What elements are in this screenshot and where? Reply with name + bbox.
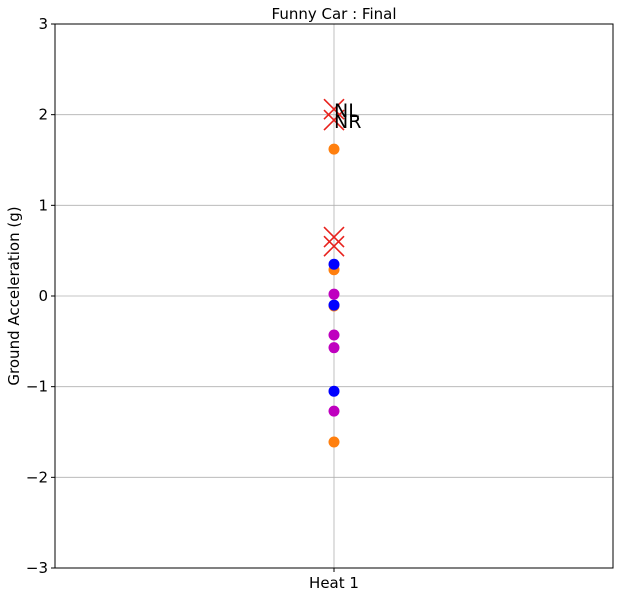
y-tick-label: −1 [26,378,48,396]
scatter-point [328,436,340,448]
x-marker-point [323,98,345,120]
y-ticks: −3 −2 −1 0 1 2 3 [26,15,55,577]
point-annotation: NL [334,100,359,122]
x-tick-label: Heat 1 [309,574,359,592]
data-points [323,98,345,448]
y-tick-label: −2 [26,468,48,486]
scatter-point [328,385,340,397]
y-tick-label: 0 [38,287,48,305]
x-marker-point [323,109,345,131]
y-tick-label: 2 [38,106,48,124]
y-tick-label: 3 [38,15,48,33]
x-marker-point [323,235,345,257]
scatter-point [328,299,340,311]
y-tick-label: −3 [26,559,48,577]
scatter-point [328,342,340,354]
scatter-point [328,143,340,155]
x-marker-point [323,226,345,248]
x-ticks: Heat 1 [309,568,359,592]
scatter-point [328,288,340,300]
chart-title: Funny Car : Final [272,5,397,23]
point-annotation: NR [334,111,361,133]
y-tick-label: 1 [38,196,48,214]
scatter-point [328,329,340,341]
scatter-point [328,405,340,417]
scatter-point [328,258,340,270]
y-axis-label: Ground Acceleration (g) [5,206,23,385]
